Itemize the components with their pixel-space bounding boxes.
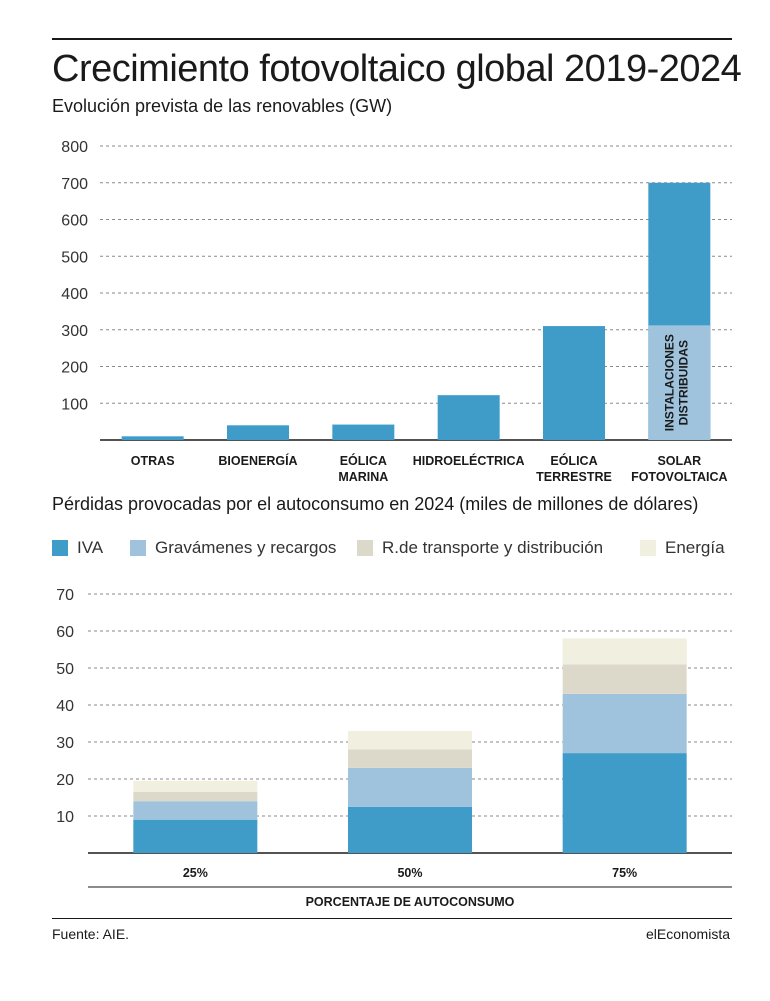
legend-swatch-energia	[640, 540, 656, 556]
bar-segment	[348, 730, 472, 750]
x-tick-label: OTRAS	[131, 454, 175, 468]
x-tick-label: EÓLICA	[340, 453, 387, 468]
y-tick-label: 50	[56, 661, 74, 678]
x-tick-label: SOLAR	[657, 454, 701, 468]
y-tick-label: 10	[56, 809, 74, 826]
bar	[121, 436, 184, 440]
legend-label-transporte: R.de transporte y distribución	[382, 538, 604, 557]
y-tick-label: 30	[56, 735, 74, 752]
y-tick-label: 20	[56, 772, 74, 789]
legend-swatch-iva	[52, 540, 68, 556]
x-tick-label: 50%	[397, 866, 422, 880]
y-tick-label: 600	[61, 213, 88, 230]
top-rule	[52, 38, 732, 40]
bar	[437, 395, 500, 440]
x-tick-label: MARINA	[338, 470, 388, 484]
y-tick-label: 70	[56, 587, 74, 604]
legend-item-iva: IVA	[52, 536, 103, 560]
x-tick-label: TERRESTRE	[536, 470, 612, 484]
y-tick-label: 60	[56, 624, 74, 641]
bar-inner-label: INSTALACIONES	[662, 334, 676, 431]
bar	[227, 425, 289, 440]
y-tick-label: 40	[56, 698, 74, 715]
y-tick-label: 400	[61, 286, 88, 303]
legend-item-energia: Energía	[640, 536, 725, 560]
bar-segment	[348, 767, 472, 807]
renewables-bar-chart: 100 200 300 400 500 600 700 800 OTRAS BIOENERGÍA E…	[61, 139, 732, 484]
bar-segment-distributed	[648, 325, 711, 440]
x-tick-label: FOTOVOLTAICA	[631, 470, 728, 484]
y-tick-label: 800	[61, 139, 88, 156]
x-tick-label: 75%	[612, 866, 637, 880]
bar-segment	[562, 638, 687, 665]
legend-swatch-transporte	[357, 540, 373, 556]
legend-item-transporte: R.de transporte y distribución	[357, 536, 603, 560]
legend: IVA Gravámenes y recargos R.de transport…	[52, 536, 732, 560]
y-tick-label: 500	[61, 249, 88, 266]
bar-segment	[133, 801, 258, 820]
brand-logo-text: elEconomista	[645, 926, 730, 942]
bar	[332, 424, 395, 440]
x-axis-title: PORCENTAJE DE AUTOCONSUMO	[306, 895, 515, 909]
legend-label-iva: IVA	[77, 538, 104, 557]
bar-segment	[562, 693, 687, 754]
x-tick-label: 25%	[183, 866, 208, 880]
bar-segment	[133, 819, 258, 853]
x-tick-label: EÓLICA	[550, 453, 597, 468]
x-tick-label: HIDROELÉCTRICA	[413, 453, 525, 468]
source-note: Fuente: AIE.	[52, 926, 130, 942]
losses-chart-title: Pérdidas provocadas por el autoconsumo e…	[52, 494, 699, 514]
y-tick-label: 700	[61, 176, 88, 193]
legend-label-gravamenes: Gravámenes y recargos	[155, 538, 337, 557]
legend-item-gravamenes: Gravámenes y recargos	[130, 536, 336, 560]
x-tick-label: BIOENERGÍA	[218, 453, 297, 468]
bar-segment	[133, 791, 258, 802]
bar-segment	[348, 749, 472, 768]
legend-label-energia: Energía	[665, 538, 725, 557]
y-tick-label: 200	[61, 360, 88, 377]
legend-swatch-gravamenes	[130, 540, 146, 556]
bar-segment	[562, 753, 687, 853]
bar-segment	[133, 780, 258, 792]
bar-inner-label: DISTRIBUIDAS	[676, 340, 690, 425]
y-tick-label: 300	[61, 323, 88, 340]
footer-rule	[52, 918, 732, 919]
bar-segment	[348, 806, 472, 853]
losses-stacked-bar-chart: 10 20 30 40 50 60 70 25% 50% 75% PORCENTAJE DE AUT…	[56, 587, 732, 909]
chart-subtitle: Evolución prevista de las renovables (GW…	[52, 96, 393, 116]
bar-segment	[562, 664, 687, 694]
y-tick-label: 100	[61, 396, 88, 413]
chart-title: Crecimiento fotovoltaico global 2019-202…	[52, 48, 742, 90]
bar	[543, 326, 605, 440]
